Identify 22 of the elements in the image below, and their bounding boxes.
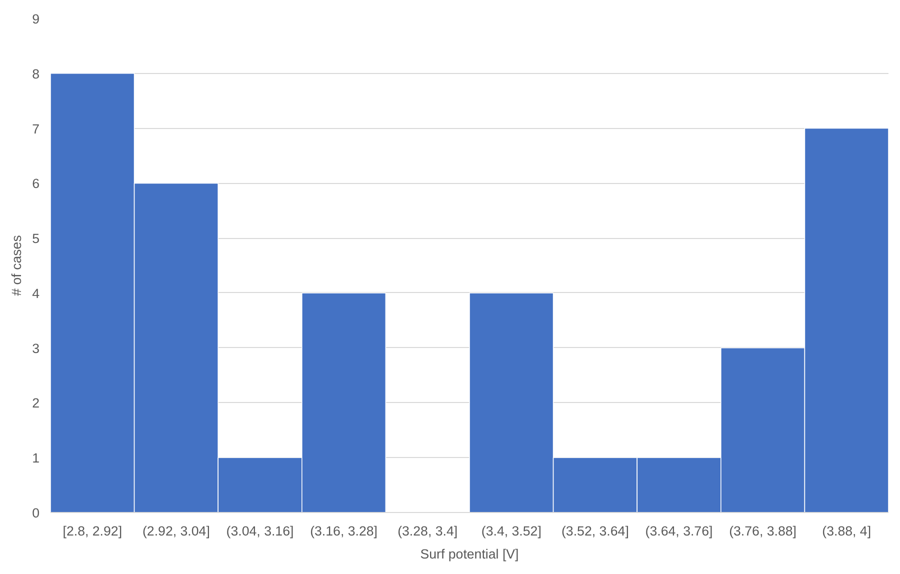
x-tick-label: (3.76, 3.88] (729, 524, 797, 538)
x-tick-label: (3.28, 3.4] (398, 524, 458, 538)
y-tick-label: 5 (32, 231, 40, 246)
y-tick-label: 2 (32, 396, 40, 411)
y-tick-label: 9 (32, 12, 40, 26)
x-tick-label: (3.16, 3.28] (310, 524, 378, 538)
y-tick-label: 7 (32, 121, 40, 136)
x-tick-label: (3.04, 3.16] (226, 524, 294, 538)
y-tick-label: 4 (32, 286, 40, 301)
y-tick-label: 1 (32, 450, 40, 466)
y-axis-title: # of cases (9, 234, 24, 296)
x-tick-label: (3.4, 3.52] (481, 524, 542, 538)
y-tick-label: 0 (32, 506, 40, 520)
x-tick-label: (3.88, 4] (822, 524, 872, 538)
x-tick-label: (3.52, 3.64] (561, 524, 629, 538)
x-tick-label: (3.64, 3.76] (645, 524, 713, 538)
y-tick-label: 3 (32, 340, 40, 356)
x-tick-label: [2.8, 2.92] (62, 524, 122, 538)
x-tick-label: (2.92, 3.04] (142, 524, 210, 538)
x-axis-title: Surf potential [V] (420, 546, 519, 562)
y-tick-label: 8 (32, 66, 40, 82)
y-tick-label: 6 (32, 176, 40, 192)
